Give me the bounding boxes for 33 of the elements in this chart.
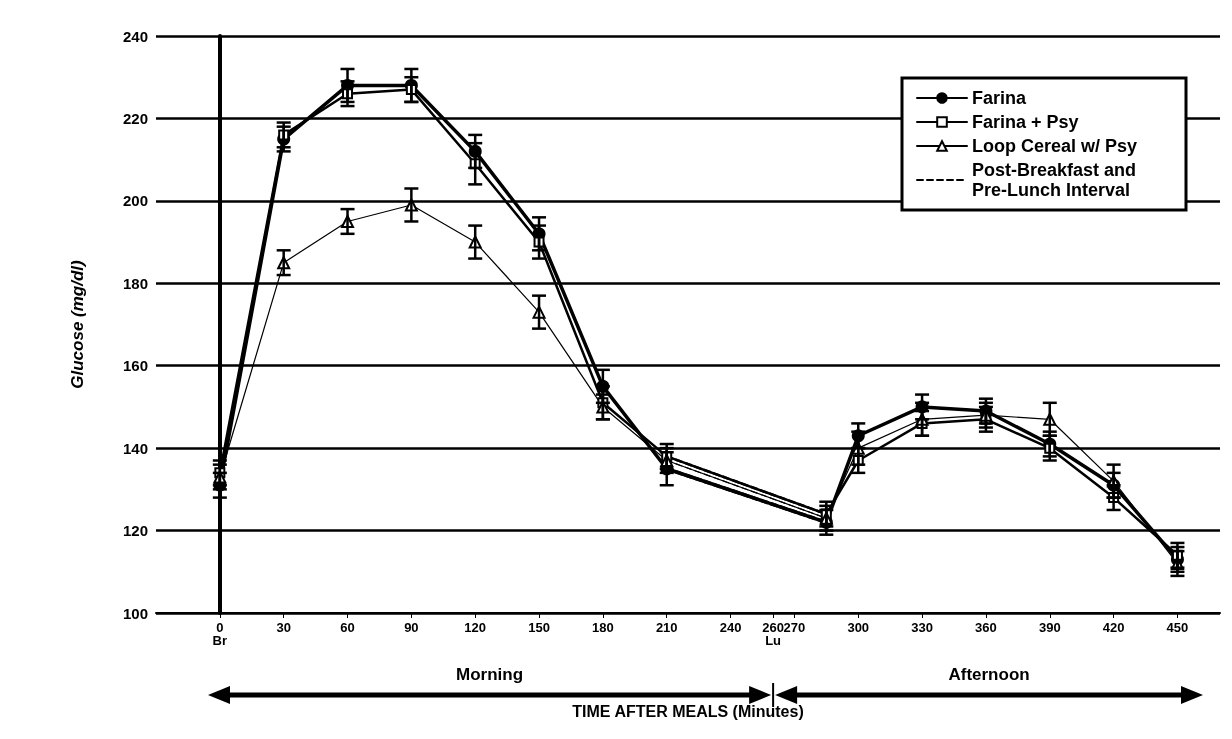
text: Morning: [456, 665, 524, 684]
text: Afternoon: [948, 665, 1030, 684]
x-tick-label: 150: [528, 620, 550, 635]
x-tick-label: 90: [404, 620, 419, 635]
y-tick-label: 140: [122, 439, 148, 457]
x-tick-label: 60: [340, 620, 355, 635]
x-tick-label: 120: [464, 620, 487, 635]
x-tick-label: 0 Br: [212, 620, 228, 648]
legend-label: Post-Breakfast and Pre-Lunch Interval: [972, 160, 1142, 200]
x-tick-label: 420: [1102, 620, 1125, 635]
legend-label: Farina + Psy: [972, 112, 1079, 132]
x-tick-label: 390: [1038, 620, 1061, 635]
x-tick-label: 330: [911, 620, 933, 635]
y-tick-label: 220: [122, 109, 148, 127]
x-axis-title: TIME AFTER MEALS (Minutes): [572, 702, 804, 720]
y-tick-label: 160: [122, 357, 148, 375]
x-tick-label: 360: [975, 620, 997, 635]
legend-label: Loop Cereal w/ Psy: [972, 136, 1138, 156]
y-tick-label: 120: [122, 522, 148, 540]
x-tick-label: 260 Lu: [762, 620, 784, 648]
x-tick-label: 180: [592, 620, 614, 635]
y-tick-label: 180: [122, 274, 148, 292]
y-tick-label: 200: [122, 192, 148, 210]
x-tick-label: 240: [719, 620, 742, 635]
x-tick-label: 300: [847, 620, 870, 635]
y-tick-label: 100: [122, 604, 148, 622]
legend-label: Farina: [972, 88, 1028, 108]
y-tick-label: 240: [122, 27, 148, 45]
x-tick-label: 270: [783, 620, 806, 635]
y-axis-title: Glucose (mg/dl): [68, 259, 87, 389]
x-tick-label: 210: [655, 620, 678, 635]
x-tick-label: 450: [1166, 620, 1189, 635]
x-tick-label: 30: [276, 620, 291, 635]
